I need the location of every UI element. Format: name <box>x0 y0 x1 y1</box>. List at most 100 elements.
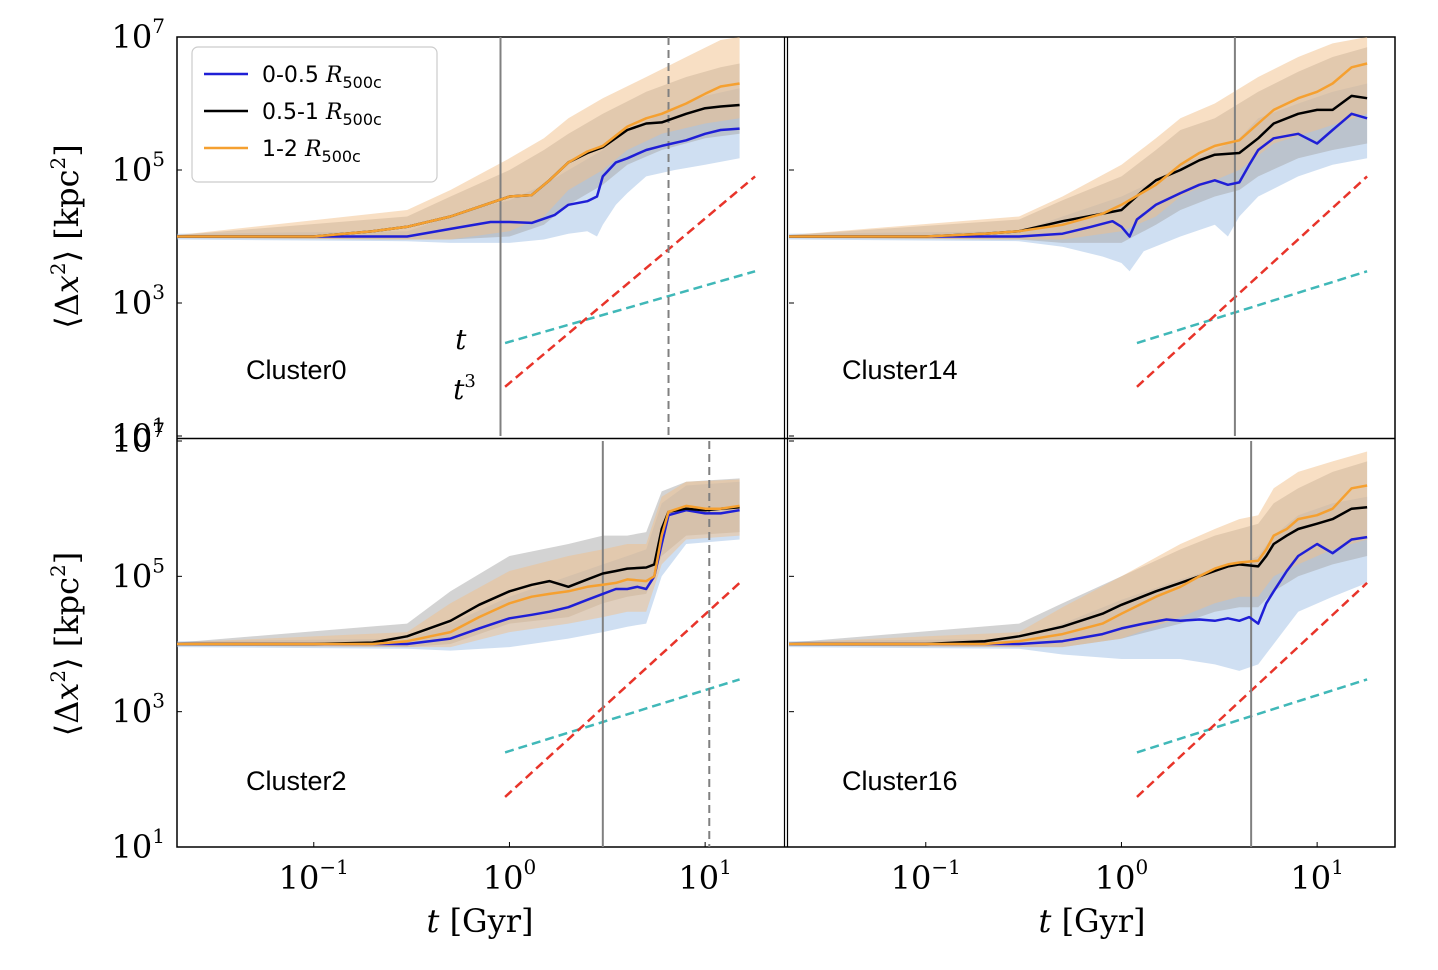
tick-exponent: 0 <box>523 855 536 879</box>
fit-label-exp: 3 <box>464 371 475 392</box>
y-tick-label: 107 <box>112 14 165 56</box>
reference-line-t <box>1136 270 1368 345</box>
series-line-inner <box>789 535 1368 646</box>
x-tick-label: 100 <box>1095 855 1148 897</box>
y-label-close: ] <box>48 144 86 156</box>
tick-base: 10 <box>112 151 153 189</box>
y-tick-label: 105 <box>112 147 165 189</box>
tick-exponent: 7 <box>152 14 165 38</box>
legend-sub: 500c <box>343 110 382 129</box>
y-axis-label: ⟨Δx2⟩ [kpc2] <box>46 144 86 329</box>
tick-base: 10 <box>1290 859 1331 897</box>
y-label-unit-sup: 2 <box>46 564 70 577</box>
legend-label: 0-0.5 R500c <box>262 63 382 92</box>
series-line-outer <box>177 82 740 238</box>
tick-exponent: 0 <box>1135 855 1148 879</box>
legend-range: 0-0.5 <box>262 63 326 88</box>
band-outer <box>789 37 1368 240</box>
y-label-sup: 2 <box>46 670 70 683</box>
legend-box <box>191 46 438 183</box>
fit-label-base: t <box>453 373 465 406</box>
series-line-outer <box>789 484 1368 646</box>
y-label-close: ] <box>48 552 86 564</box>
tick-exponent: 5 <box>152 553 165 577</box>
legend-label: 0.5-1 R500c <box>262 100 382 129</box>
reference-line-t3 <box>504 581 741 798</box>
band-inner <box>789 496 1368 671</box>
plot-area <box>177 441 741 847</box>
series-line-inner <box>177 508 740 646</box>
x-tick-label: 10−1 <box>891 855 961 897</box>
band-outer <box>789 451 1368 648</box>
tick-base: 10 <box>112 693 153 731</box>
tick-base: 10 <box>483 859 524 897</box>
tick-base: 10 <box>1095 859 1136 897</box>
panel-label: Cluster2 <box>246 766 347 796</box>
tick-exponent: 3 <box>152 689 165 713</box>
y-tick-label: 105 <box>112 553 165 595</box>
panel-label: Cluster16 <box>842 766 958 796</box>
tick-exponent: 7 <box>152 418 165 442</box>
band-inner <box>789 83 1368 272</box>
band-outer <box>177 37 740 240</box>
y-tick-label: 101 <box>112 824 165 866</box>
y-label-sup: 2 <box>46 262 70 275</box>
y-label-unit: ⟩ [kpc <box>48 169 86 262</box>
plot-area <box>177 37 756 436</box>
tick-base: 10 <box>279 859 320 897</box>
x-tick-label: 101 <box>678 855 731 897</box>
y-tick-label: 103 <box>112 280 165 322</box>
tick-base: 10 <box>112 422 153 460</box>
tick-base: 10 <box>112 828 153 866</box>
y-label-var: x <box>48 683 86 701</box>
panel-label: Cluster0 <box>246 355 347 385</box>
legend-sub: 500c <box>343 73 382 92</box>
y-label-open: ⟨Δ <box>48 293 86 329</box>
tick-exponent: 1 <box>1331 855 1344 879</box>
tick-base: 10 <box>891 859 932 897</box>
y-label-open: ⟨Δ <box>48 701 86 737</box>
series-line-outer <box>177 504 740 646</box>
legend-range: 1-2 <box>262 137 305 162</box>
tick-base: 10 <box>112 557 153 595</box>
tick-exponent: 5 <box>152 147 165 171</box>
legend-sub: 500c <box>322 147 361 166</box>
legend-range: 0.5-1 <box>262 100 326 125</box>
y-tick-label: 101 <box>112 413 165 455</box>
series-line-inner <box>177 127 740 238</box>
x-label-var: t <box>427 902 440 940</box>
fit-label-t3: t3 <box>453 371 476 406</box>
tick-exponent: 3 <box>152 280 165 304</box>
series-line-mid <box>177 505 740 646</box>
reference-line-t <box>504 270 756 345</box>
plot-area <box>789 37 1368 436</box>
x-axis-label: t [Gyr] <box>427 902 534 940</box>
y-tick-label: 103 <box>112 689 165 731</box>
y-label-unit-sup: 2 <box>46 157 70 170</box>
x-tick-label: 101 <box>1290 855 1343 897</box>
band-mid <box>789 47 1368 243</box>
tick-exponent: 1 <box>152 824 165 848</box>
x-label-unit: [Gyr] <box>439 902 533 940</box>
tick-base: 10 <box>112 18 153 56</box>
series-line-inner <box>789 112 1368 238</box>
fit-label-t: t <box>455 323 467 356</box>
legend-r: R <box>325 63 343 88</box>
series-line-outer <box>789 62 1368 238</box>
x-tick-label: 10−1 <box>279 855 349 897</box>
panel-cluster14: Cluster14 <box>789 36 1368 437</box>
legend-r: R <box>325 100 343 125</box>
y-label-var: x <box>48 275 86 293</box>
panel-label: Cluster14 <box>842 355 958 385</box>
y-axis-label: ⟨Δx2⟩ [kpc2] <box>46 552 86 737</box>
x-axis-label: t [Gyr] <box>1039 902 1146 940</box>
tick-exponent: 1 <box>719 855 732 879</box>
tick-exponent: −1 <box>931 855 960 879</box>
plot-area <box>789 441 1368 847</box>
tick-base: 10 <box>112 417 153 455</box>
